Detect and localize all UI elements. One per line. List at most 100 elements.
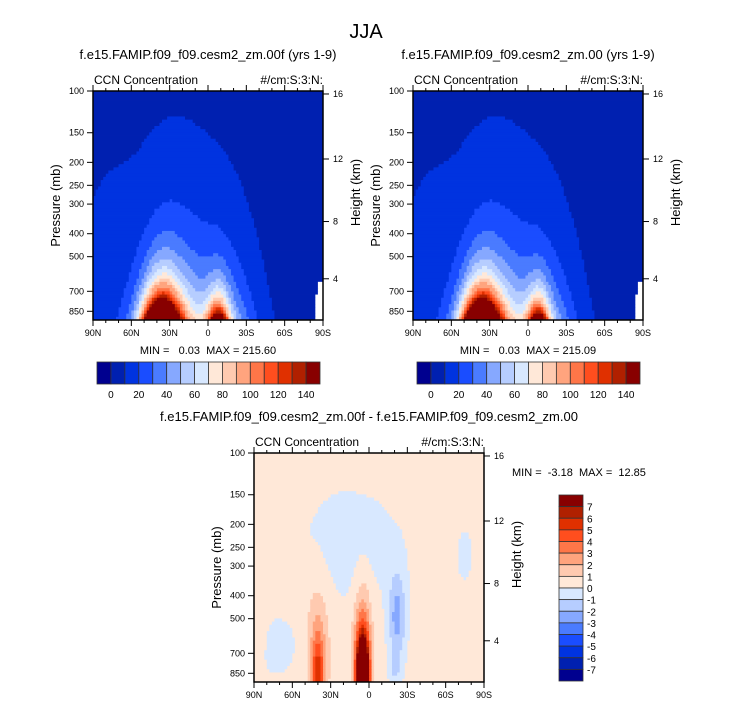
contour-cell [540, 145, 644, 149]
contour-cell [307, 669, 311, 673]
contour-cell [413, 138, 465, 143]
contour-cell [185, 285, 194, 289]
contour-cell [156, 291, 163, 295]
contour-cell [413, 259, 455, 264]
contour-cell [233, 307, 240, 311]
y-tick-label: 300 [69, 199, 84, 209]
contour-cell [93, 211, 155, 216]
contour-cell [315, 634, 321, 638]
contour-cell [371, 653, 375, 657]
contour-cell [551, 285, 557, 289]
x-tick-label: 60S [597, 328, 613, 338]
contour-cell [330, 675, 352, 680]
contour-cell [466, 294, 470, 299]
contour-cell [356, 643, 360, 648]
contour-cell [312, 621, 324, 626]
contour-cell [177, 294, 183, 299]
contour-cell [461, 145, 542, 149]
contour-cell [307, 637, 311, 642]
contour-cell [492, 259, 506, 264]
contour-cell [254, 548, 321, 552]
contour-cell [325, 669, 332, 673]
contour-cell [369, 672, 372, 677]
contour-cell [530, 307, 534, 311]
contour-cell [438, 310, 450, 315]
contour-cell [371, 659, 375, 664]
contour-cell [466, 250, 478, 254]
contour-cell [141, 237, 155, 241]
contour-cell [538, 141, 644, 146]
contour-cell [384, 621, 390, 626]
contour-cell [307, 618, 316, 622]
contour-cell [312, 662, 316, 667]
contour-cell [466, 304, 470, 308]
contour-cell [487, 265, 498, 270]
contour-cell [543, 148, 644, 152]
contour-cell [195, 300, 204, 305]
contour-cell [136, 291, 142, 295]
contour-cell [315, 647, 321, 651]
contour-cell [312, 535, 403, 540]
contour-cell [215, 291, 222, 295]
contour-cell [254, 307, 273, 311]
contour-cell [248, 316, 257, 321]
contour-cell [525, 310, 529, 315]
contour-cell [351, 640, 355, 645]
contour-cell [566, 278, 588, 283]
contour-cell [461, 307, 465, 311]
plot-ccn-diff: f.e15.FAMIP.f09_f09.cesm2_zm.00f - f.e15… [160, 409, 646, 700]
contour-cell [394, 596, 401, 600]
contour-cell [93, 265, 132, 270]
contour-cell [266, 281, 319, 286]
contour-cell [358, 650, 367, 654]
contour-cell [402, 580, 411, 584]
contour-cell [561, 262, 585, 267]
contour-cell [589, 294, 636, 299]
contour-cell [133, 259, 145, 264]
contour-cell [353, 624, 357, 629]
contour-cell [381, 602, 390, 607]
contour-cell [190, 265, 229, 270]
x-tick-label: 90N [85, 328, 102, 338]
contour-cell [353, 567, 372, 572]
contour-cell [356, 634, 360, 638]
contour-cell [413, 253, 457, 257]
contour-cell [156, 269, 173, 273]
contour-cell [139, 294, 142, 299]
contour-cell [351, 621, 357, 626]
contour-cell [446, 285, 455, 289]
contour-cell [545, 297, 549, 302]
contour-cell [448, 272, 460, 276]
contour-cell [459, 310, 462, 315]
contour-cell [185, 275, 199, 280]
contour-cell [482, 291, 485, 295]
contour-cell [404, 624, 411, 629]
colorbar-box [625, 361, 641, 385]
contour-cell [162, 119, 194, 124]
contour-cell [218, 253, 237, 257]
contour-cell [413, 199, 491, 203]
contour-cell [154, 125, 201, 130]
contour-cell [133, 304, 137, 308]
contour-cell [533, 269, 542, 273]
contour-cell [374, 497, 485, 502]
contour-cell [179, 291, 183, 295]
x-tick-label: 60S [277, 328, 293, 338]
contour-cell [174, 230, 224, 235]
contour-cell [528, 132, 644, 136]
contour-cell [409, 631, 485, 635]
contour-cell [459, 288, 462, 292]
contour-cell [254, 522, 311, 527]
x-tick-label: 60S [438, 690, 454, 700]
contour-cell [413, 160, 445, 165]
contour-cell [246, 275, 268, 280]
contour-cell [413, 291, 445, 295]
contour-cell [471, 291, 475, 295]
contour-cell [413, 129, 473, 133]
contour-cell [374, 662, 388, 667]
contour-cell [136, 250, 148, 254]
contour-cell [323, 624, 329, 629]
contour-cell [459, 300, 462, 305]
contour-cell [635, 307, 644, 311]
contour-cell [328, 567, 355, 572]
